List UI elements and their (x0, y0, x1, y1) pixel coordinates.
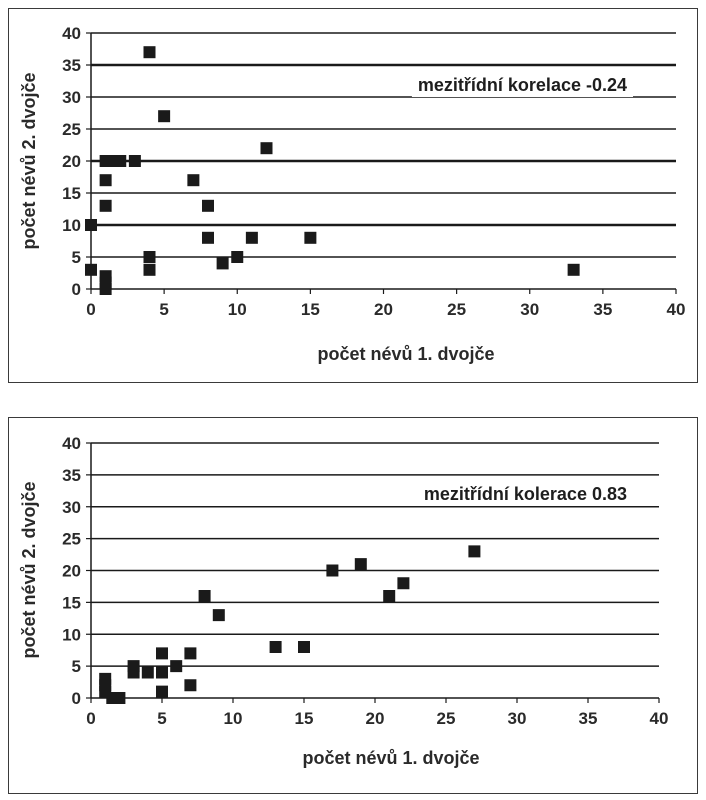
data-point (85, 219, 97, 231)
x-tick-label: 40 (650, 709, 669, 728)
data-point (216, 257, 229, 270)
data-point (141, 666, 154, 679)
y-tick-label: 10 (62, 625, 81, 644)
data-point (106, 692, 119, 704)
y-tick-label: 0 (72, 689, 81, 708)
data-point (187, 174, 200, 187)
x-tick-label: 15 (295, 709, 314, 728)
data-point (397, 577, 410, 590)
data-point (85, 263, 97, 276)
y-tick-label: 20 (62, 152, 81, 171)
annotation-background (417, 482, 633, 506)
data-point (202, 199, 214, 212)
y-tick-label: 40 (62, 434, 81, 453)
x-tick-label: 0 (86, 709, 95, 728)
x-tick-label: 10 (224, 709, 243, 728)
x-tick-label: 15 (301, 300, 320, 319)
x-tick-label: 35 (593, 300, 612, 319)
scatter-chart-2: 0 5 10 15 20 25 30 35 40 0 5 10 15 20 25 30 35 40 počet né… (19, 434, 669, 768)
data-point (99, 174, 112, 187)
x-tick-label: 30 (520, 300, 539, 319)
y-axis-title: počet névů 2. dvojče (19, 481, 39, 658)
x-axis-title: počet névů 1. dvojče (317, 344, 494, 364)
x-tick-label: 5 (157, 709, 166, 728)
data-point (198, 590, 211, 602)
y-tick-label: 35 (62, 56, 81, 75)
data-point (468, 545, 481, 558)
x-tick-label: 25 (437, 709, 456, 728)
data-point (143, 263, 156, 276)
data-point (383, 590, 396, 602)
data-point (326, 564, 339, 577)
data-point (269, 641, 282, 653)
y-tick-label: 30 (62, 88, 81, 107)
data-point (143, 251, 156, 263)
y-axis-title: počet névů 2. dvojče (19, 72, 39, 249)
chart-panel-2: 0 5 10 15 20 25 30 35 40 0 5 10 15 20 25 30 35 40 počet né… (8, 417, 698, 794)
x-tick-label: 20 (374, 300, 393, 319)
x-tick-label: 5 (159, 300, 168, 319)
y-tick-label: 5 (72, 248, 81, 267)
y-tick-label: 15 (62, 184, 81, 203)
x-tick-label: 30 (508, 709, 527, 728)
correlation-annotation: mezitřídní kolerace 0.83 (424, 484, 627, 504)
x-tick-label: 40 (667, 300, 686, 319)
data-point (260, 142, 273, 155)
data-point (354, 558, 367, 571)
data-point (212, 609, 225, 622)
data-point (184, 647, 197, 660)
x-tick-label: 25 (447, 300, 466, 319)
data-point (567, 263, 580, 276)
scatter-chart-1: 0 5 10 15 20 25 30 35 40 0 5 10 15 20 25 30 35 40 počet né… (19, 24, 686, 364)
data-point (202, 231, 214, 244)
data-point (298, 641, 310, 653)
data-point (99, 283, 112, 295)
correlation-annotation: mezitřídní korelace -0.24 (418, 75, 627, 95)
data-point (143, 46, 156, 59)
data-point (245, 231, 258, 244)
y-tick-label: 40 (62, 24, 81, 43)
data-point (127, 666, 140, 679)
data-point (156, 685, 168, 698)
data-point (114, 155, 127, 167)
data-point (158, 110, 171, 123)
y-tick-label: 10 (62, 216, 81, 235)
data-point (304, 231, 317, 244)
x-tick-label: 0 (86, 300, 95, 319)
x-axis-title: počet névů 1. dvojče (302, 748, 479, 768)
data-point (128, 155, 141, 167)
data-point (99, 199, 112, 212)
y-tick-label: 0 (72, 280, 81, 299)
data-point (170, 660, 183, 673)
y-tick-label: 25 (62, 120, 81, 139)
y-tick-label: 30 (62, 498, 81, 517)
y-tick-label: 25 (62, 530, 81, 549)
chart-panel-1: 0 5 10 15 20 25 30 35 40 0 5 10 15 20 25 30 35 40 počet né… (8, 8, 698, 383)
annotation-background (411, 73, 633, 97)
data-point (184, 679, 197, 692)
x-tick-label: 35 (579, 709, 598, 728)
y-tick-label: 5 (72, 657, 81, 676)
x-tick-label: 20 (366, 709, 385, 728)
data-point (156, 647, 168, 660)
y-tick-label: 20 (62, 562, 81, 581)
data-point (231, 251, 244, 263)
data-point (156, 666, 168, 679)
y-tick-label: 15 (62, 593, 81, 612)
y-tick-label: 35 (62, 466, 81, 485)
x-tick-label: 10 (228, 300, 247, 319)
